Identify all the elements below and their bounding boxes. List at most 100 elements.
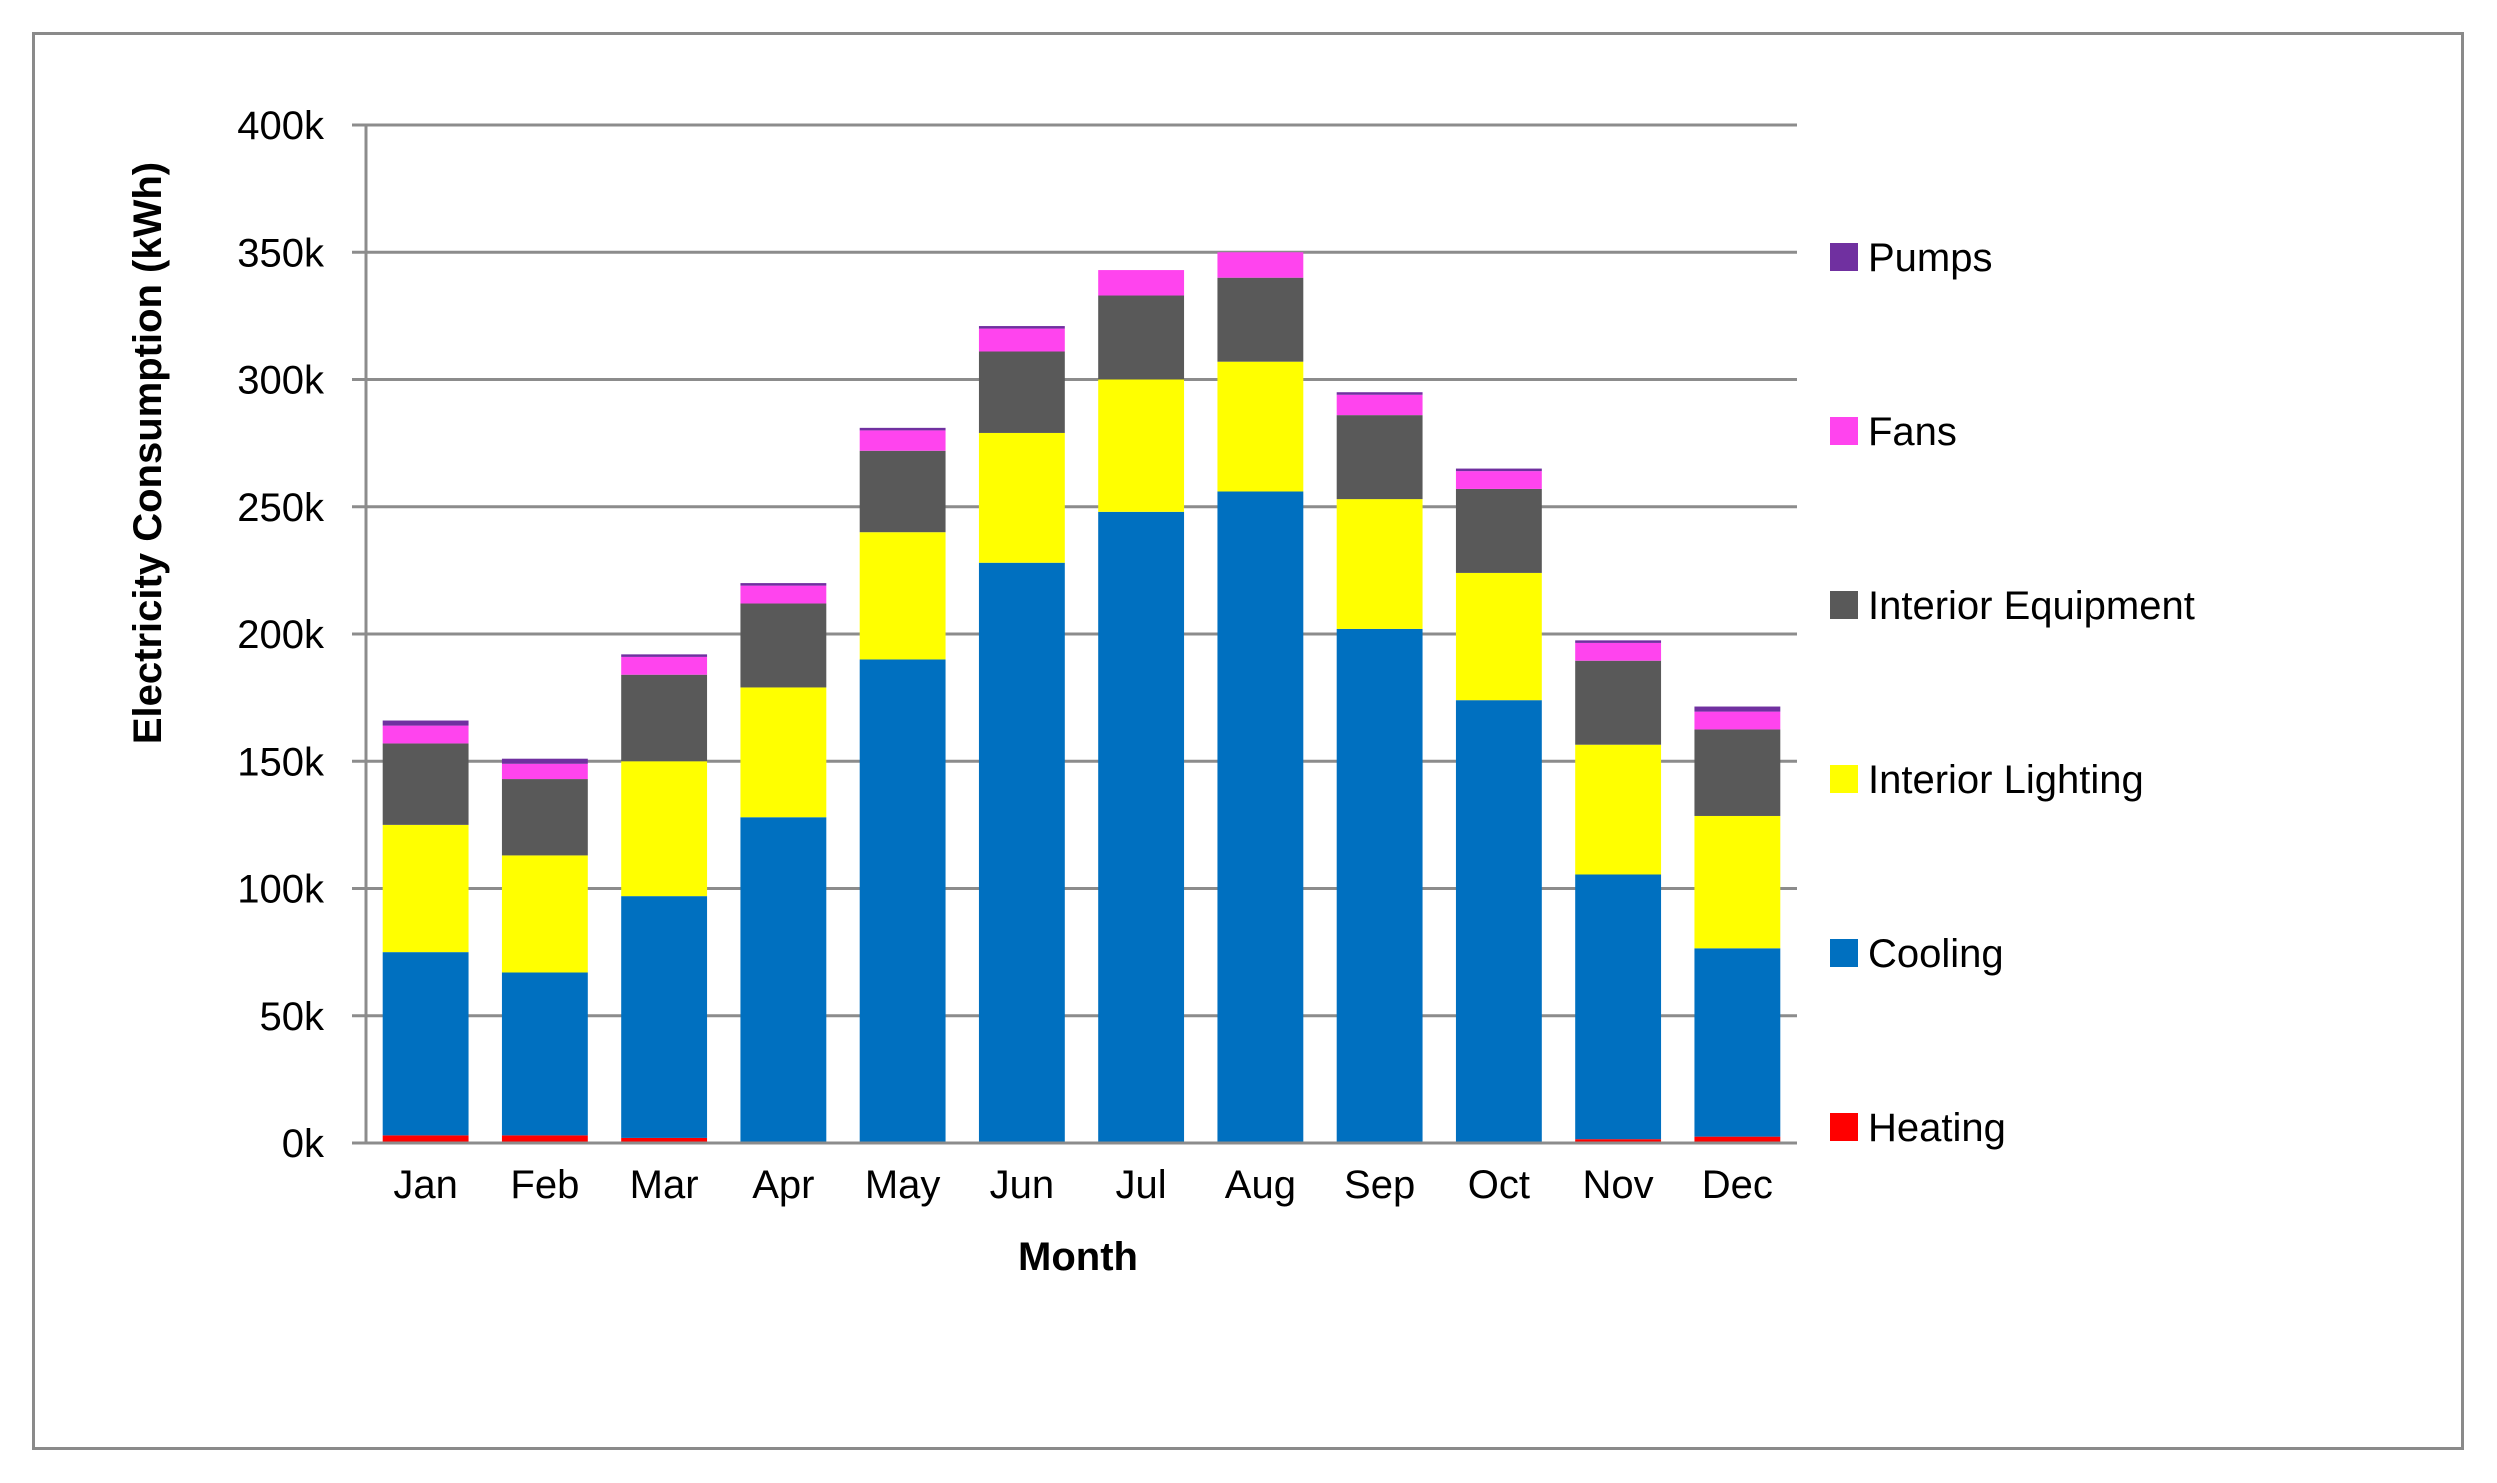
bar-segment-interior-equipment (978, 351, 1065, 433)
legend-swatch (1830, 591, 1858, 619)
x-tick-label: Jul (1116, 1163, 1167, 1207)
y-tick-label: 0k (282, 1122, 325, 1166)
y-tick-labels: 0k 50k 100k 150k 200k 250k 300k 350k 400k (237, 104, 325, 1166)
y-tick-label: 350k (237, 231, 325, 275)
x-tick-label: May (865, 1163, 941, 1207)
bar-segment-pumps (740, 583, 827, 586)
legend-swatch (1830, 1113, 1858, 1141)
bar-segment-cooling (1336, 628, 1423, 1143)
legend-label: Heating (1868, 1106, 2006, 1150)
y-tick-label: 200k (237, 613, 325, 657)
legend-swatch (1830, 417, 1858, 445)
legend-label: Interior Lighting (1868, 758, 2144, 802)
legend-label: Interior Equipment (1868, 584, 2195, 628)
bar-segment-interior-equipment (859, 450, 946, 533)
legend-label: Pumps (1868, 236, 1993, 280)
bar-segment-pumps (1694, 706, 1781, 712)
bar-segment-fans (1455, 471, 1542, 489)
bar-segment-interior-lighting (501, 855, 588, 973)
x-tick-labels: Jan Feb Mar Apr May Jun Jul Aug Sep Oct Nov Dec (393, 1163, 1773, 1207)
bar-segment-cooling (621, 896, 708, 1138)
bar-segment-fans (1217, 252, 1304, 278)
legend-label: Cooling (1868, 932, 2004, 976)
bar-segment-interior-equipment (382, 743, 469, 825)
bar-segment-cooling (740, 817, 827, 1143)
bar-segment-fans (978, 328, 1065, 352)
legend-swatch (1830, 765, 1858, 793)
bar-segment-interior-equipment (501, 779, 588, 856)
bar-segment-interior-lighting (740, 687, 827, 818)
bar-segment-heating (1575, 1139, 1662, 1143)
bar-segment-interior-lighting (1098, 379, 1185, 512)
bar-segment-pumps (501, 758, 588, 764)
bar-segment-heating (501, 1135, 588, 1143)
bar-segment-interior-lighting (1694, 815, 1781, 949)
bar-segment-heating (1694, 1136, 1781, 1143)
bars (382, 252, 1781, 1144)
bar-segment-interior-lighting (621, 761, 708, 897)
chart: 0k 50k 100k 150k 200k 250k 300k 350k 400k Jan Feb… (126, 104, 2195, 1279)
bar-segment-cooling (1217, 491, 1304, 1144)
bar-segment-interior-lighting (1217, 361, 1304, 492)
legend: Pumps Fans Interior Equipment Interior Ligh… (1830, 236, 2195, 1150)
legend-label: Fans (1868, 410, 1957, 454)
bar-segment-heating (621, 1137, 708, 1143)
x-tick-label: Feb (510, 1163, 579, 1207)
bar-segment-interior-equipment (1336, 415, 1423, 500)
bar-segment-pumps (621, 654, 708, 657)
bar-segment-fans (501, 763, 588, 780)
bar-segment-cooling (1694, 948, 1781, 1137)
x-tick-label: Sep (1344, 1163, 1415, 1207)
bar-segment-pumps (382, 720, 469, 726)
bar-segment-interior-lighting (1455, 572, 1542, 701)
x-tick-label: Jun (990, 1163, 1055, 1207)
bar-segment-heating (382, 1135, 469, 1143)
y-tick-label: 150k (237, 740, 325, 784)
bar-segment-pumps (1455, 468, 1542, 472)
y-axis-title: Electricity Consumption (kWh) (126, 162, 170, 744)
bar-segment-cooling (978, 562, 1065, 1143)
x-tick-label: Aug (1225, 1163, 1296, 1207)
bar-segment-interior-equipment (1455, 488, 1542, 573)
x-tick-label: Mar (630, 1163, 699, 1207)
y-tick-label: 100k (237, 868, 325, 912)
x-tick-label: Oct (1468, 1163, 1530, 1207)
bar-segment-fans (1098, 270, 1185, 296)
bar-segment-interior-equipment (1217, 277, 1304, 362)
bar-segment-cooling (859, 659, 946, 1143)
bar-segment-interior-lighting (1336, 499, 1423, 629)
y-tick-label: 300k (237, 359, 325, 403)
bar-segment-fans (382, 725, 469, 744)
bar-segment-cooling (1575, 874, 1662, 1140)
bar-segment-fans (740, 585, 827, 604)
legend-swatch (1830, 939, 1858, 967)
bar-segment-interior-equipment (740, 603, 827, 688)
bar-segment-cooling (1098, 511, 1185, 1144)
legend-swatch (1830, 243, 1858, 271)
bar-segment-interior-lighting (859, 532, 946, 660)
bar-segment-pumps (1336, 392, 1423, 395)
x-axis-title: Month (1018, 1235, 1138, 1279)
bar-segment-interior-lighting (1575, 744, 1662, 875)
x-tick-label: Dec (1702, 1163, 1773, 1207)
axes (364, 125, 1797, 1145)
bar-segment-fans (621, 656, 708, 675)
chart-frame: 0k 50k 100k 150k 200k 250k 300k 350k 400k Jan Feb… (32, 32, 2464, 1450)
bar-segment-fans (1694, 711, 1781, 730)
bar-segment-cooling (1455, 700, 1542, 1143)
x-tick-label: Jan (393, 1163, 458, 1207)
y-tick-label: 250k (237, 486, 325, 530)
bar-segment-interior-equipment (621, 674, 708, 762)
bar-segment-interior-lighting (382, 824, 469, 953)
bar-segment-fans (859, 430, 946, 451)
bar-segment-pumps (1575, 640, 1662, 643)
bar-segment-pumps (859, 427, 946, 431)
bar-segment-cooling (382, 952, 469, 1136)
bar-segment-interior-equipment (1098, 295, 1185, 380)
bar-segment-pumps (978, 326, 1065, 329)
bar-segment-cooling (501, 972, 588, 1136)
y-tick-label: 50k (260, 995, 325, 1039)
bar-segment-interior-equipment (1694, 729, 1781, 816)
gridlines (352, 123, 1797, 1145)
bar-segment-fans (1575, 642, 1662, 661)
